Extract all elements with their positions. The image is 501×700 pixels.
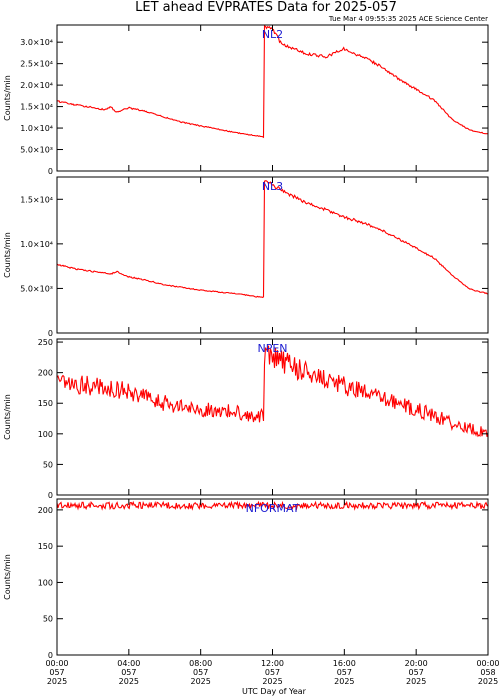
y-tick-label: 3.0×10⁴ [20, 38, 53, 47]
y-tick-label: 200 [38, 369, 53, 378]
y-tick-label: 150 [38, 542, 53, 551]
y-tick-label: 50 [43, 615, 53, 624]
plot-frame [56, 498, 489, 656]
panel-nformat: 050100150200Counts/minNFORMAT00:00057202… [3, 498, 500, 686]
panel-nl2: 0 5.0×10³ 1.0×10⁴ 1.5×10⁴ 2.0×10⁴ 2.5×10⁴ 3.0×… [3, 24, 489, 176]
chart-title: LET ahead EVPRATES Data for 2025-057 [135, 0, 397, 15]
panel-label: NL2 [262, 28, 283, 41]
x-tick-label: 2025 [262, 677, 282, 686]
y-tick-label: 1.0×10⁴ [20, 124, 53, 133]
y-axis-label: Counts/min [3, 554, 12, 600]
y-tick-label: 0 [48, 491, 53, 500]
y-tick-label: 100 [38, 578, 53, 587]
y-tick-label: 200 [38, 506, 53, 515]
y-tick-label: 1.5×10⁴ [20, 103, 53, 112]
y-tick-label: 150 [38, 399, 53, 408]
x-tick-label: 00:00 [476, 659, 499, 668]
plot-frame [56, 24, 489, 172]
x-tick-label: 057 [49, 668, 64, 677]
x-tick-label: 00:00 [45, 659, 68, 668]
y-tick-label: 100 [38, 430, 53, 439]
y-tick-label: 1.5×10⁴ [20, 195, 53, 204]
x-tick-label: 057 [337, 668, 352, 677]
y-tick-label: 250 [38, 338, 53, 347]
panel-npen: 0 50 100 150 200 250 Counts/min NPEN [3, 338, 489, 500]
y-axis-label: Counts/min [3, 75, 12, 121]
y-axis-label: Counts/min [3, 394, 12, 440]
y-tick-label: 5.0×10³ [20, 146, 53, 155]
y-axis-label: Counts/min [3, 232, 12, 278]
plot-frame [56, 176, 489, 334]
x-tick-label: 12:00 [261, 659, 284, 668]
panel-nl3: 0 5.0×10³ 1.0×10⁴ 1.5×10⁴ Counts/min NL3 [3, 176, 489, 338]
x-tick-label: 057 [193, 668, 208, 677]
panel-label: NFORMAT [246, 502, 300, 515]
panels: 0 5.0×10³ 1.0×10⁴ 1.5×10⁴ 2.0×10⁴ 2.5×10⁴ 3.0×… [3, 24, 500, 686]
x-axis-label: UTC Day of Year [242, 687, 307, 696]
x-tick-label: 08:00 [189, 659, 212, 668]
series-line [56, 25, 489, 139]
timestamp: Tue Mar 4 09:55:35 2025 ACE Science Cent… [328, 15, 488, 23]
x-tick-label: 2025 [190, 677, 210, 686]
y-tick-label: 1.0×10⁴ [20, 240, 53, 249]
x-tick-label: 20:00 [405, 659, 428, 668]
x-tick-label: 057 [409, 668, 424, 677]
panel-label: NPEN [257, 342, 287, 355]
x-tick-label: 16:00 [333, 659, 356, 668]
series-line [56, 345, 489, 438]
x-tick-label: 057 [265, 668, 280, 677]
y-tick-label: 0 [48, 651, 53, 660]
y-tick-label: 50 [43, 460, 53, 469]
panel-label: NL3 [262, 180, 283, 193]
x-tick-label: 2025 [334, 677, 354, 686]
x-tick-label: 2025 [119, 677, 139, 686]
x-tick-label: 058 [480, 668, 495, 677]
x-tick-label: 2025 [478, 677, 498, 686]
x-tick-label: 2025 [47, 677, 67, 686]
x-tick-label: 057 [121, 668, 136, 677]
x-tick-label: 2025 [406, 677, 426, 686]
x-tick-label: 04:00 [117, 659, 140, 668]
y-tick-label: 5.0×10³ [20, 284, 53, 293]
y-tick-label: 0 [48, 167, 53, 176]
y-tick-label: 0 [48, 329, 53, 338]
series-line [56, 180, 489, 299]
y-tick-label: 2.5×10⁴ [20, 60, 53, 69]
y-tick-label: 2.0×10⁴ [20, 81, 53, 90]
